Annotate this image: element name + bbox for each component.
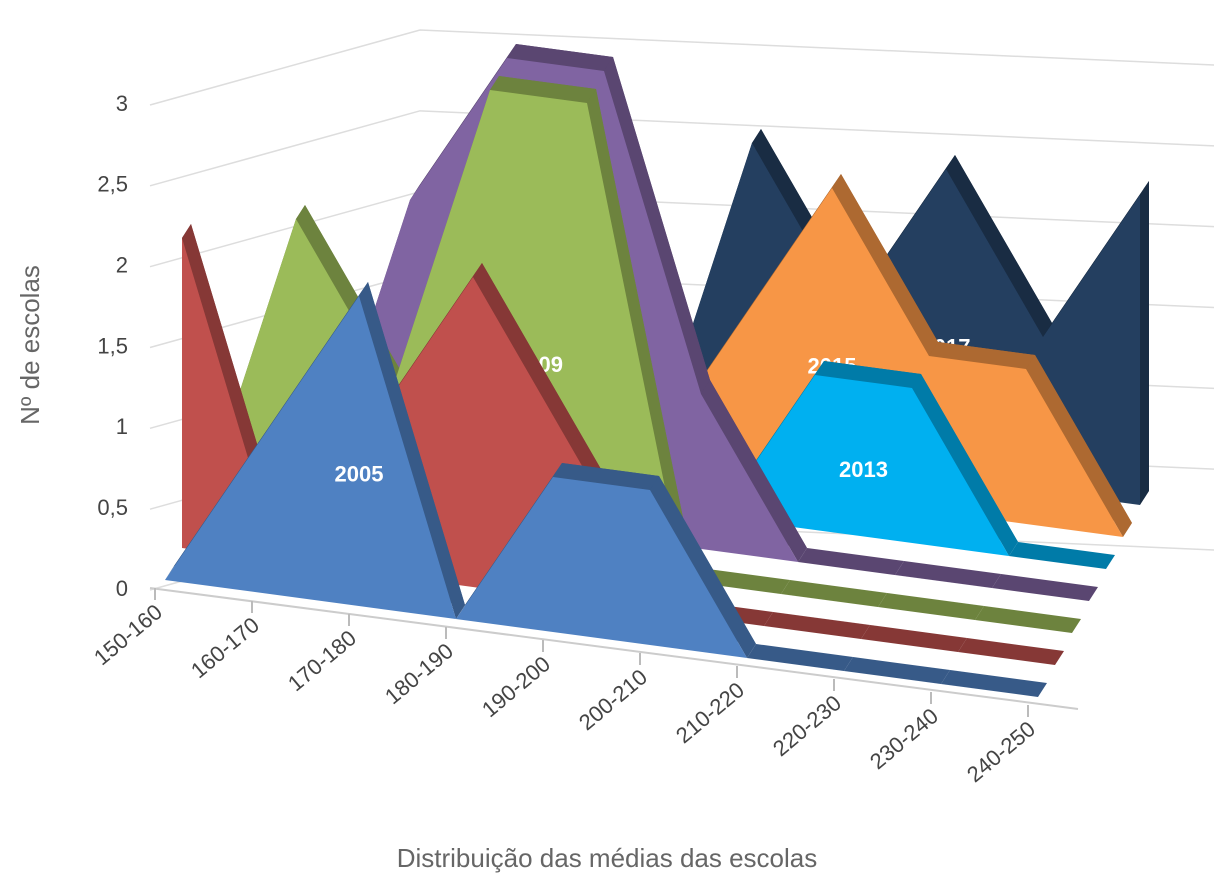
series-label: 2005 xyxy=(335,462,384,487)
grid-line xyxy=(149,29,1214,106)
area-edge xyxy=(832,174,938,356)
area-edge xyxy=(747,644,853,671)
area-edge xyxy=(553,463,659,490)
y-tick-label: 2 xyxy=(116,252,128,277)
area-edge xyxy=(992,574,1098,601)
area-edge xyxy=(604,57,710,394)
area-edge xyxy=(815,361,921,388)
area-edge xyxy=(941,670,1047,697)
area-edge xyxy=(735,174,841,330)
area xyxy=(165,296,1038,697)
y-tick-label: 3 xyxy=(116,91,128,116)
area-edge xyxy=(781,580,887,607)
area-edge xyxy=(456,463,562,619)
area-edge xyxy=(650,476,756,658)
x-tick-label: 210-220 xyxy=(671,677,749,748)
area-edge xyxy=(1043,181,1149,337)
area-edge xyxy=(1140,181,1149,505)
x-tick-label: 230-240 xyxy=(865,703,943,774)
x-axis-label: Distribuição das médias das escolas xyxy=(397,843,818,873)
area-edge xyxy=(376,263,482,419)
area-edge xyxy=(895,561,1001,588)
area-edge xyxy=(844,657,950,684)
x-tick-label: 190-200 xyxy=(477,651,555,722)
area-edge xyxy=(473,263,579,445)
area-edge xyxy=(507,44,613,71)
area-edge xyxy=(701,380,807,562)
y-tick-label: 1 xyxy=(116,414,128,439)
y-tick-label: 0 xyxy=(116,576,128,601)
area-edge xyxy=(929,342,1035,369)
area-edge xyxy=(764,612,870,639)
area-edge xyxy=(861,625,967,652)
y-tick-label: 2,5 xyxy=(97,172,128,197)
x-tick-label: 200-210 xyxy=(574,664,652,735)
y-tick-label: 1,5 xyxy=(97,333,128,358)
area xyxy=(233,375,1106,569)
area-edge xyxy=(946,155,1052,337)
x-tick-label: 220-230 xyxy=(768,690,846,761)
x-tick-label: 170-180 xyxy=(283,625,361,696)
area-edge xyxy=(165,424,271,580)
area-edge xyxy=(1026,355,1132,537)
x-tick-label: 160-170 xyxy=(186,612,264,683)
grid-line xyxy=(149,110,1214,187)
x-tick-label: 180-190 xyxy=(380,638,458,709)
area-edge xyxy=(1009,542,1115,569)
area-edge xyxy=(587,89,693,581)
y-axis-label: Nº de escolas xyxy=(15,265,45,425)
area-edge xyxy=(798,548,904,575)
series-label: 2013 xyxy=(839,457,888,482)
area-edge xyxy=(878,593,984,620)
area-edge xyxy=(912,374,1018,556)
x-tick-label: 150-160 xyxy=(89,599,167,670)
area-edge xyxy=(410,44,516,200)
area-edge xyxy=(262,282,368,438)
area-edge xyxy=(958,638,1064,665)
area-edge xyxy=(975,606,1081,633)
x-tick-label: 240-250 xyxy=(962,716,1040,787)
area-edge xyxy=(359,282,465,619)
area-edge xyxy=(490,76,596,103)
x-axis xyxy=(149,587,1079,710)
y-tick-label: 0,5 xyxy=(97,495,128,520)
